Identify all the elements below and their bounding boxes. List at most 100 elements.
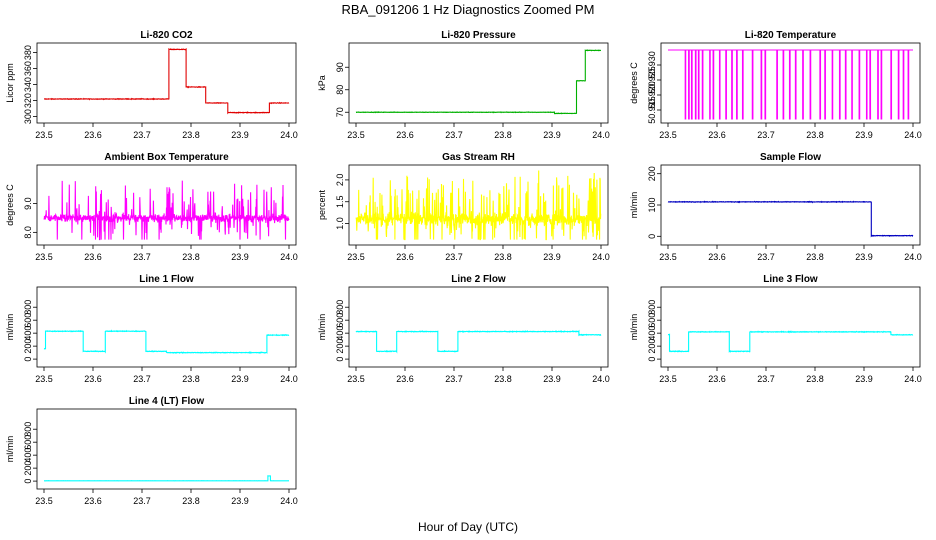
x-tick-label-line-2-flow: 23.8 (494, 374, 512, 384)
x-tick-label-line-3-flow: 23.7 (757, 374, 775, 384)
x-tick-label-gas-stream-rh: 23.9 (543, 252, 561, 262)
panel-title-line-2-flow: Line 2 Flow (451, 274, 506, 285)
y-tick-label-line-4-lt-flow: 600 (23, 435, 33, 450)
x-tick-label-line-3-flow: 23.9 (855, 374, 873, 384)
x-tick-label-ambient-box-temperature: 23.9 (231, 252, 249, 262)
x-tick-label-sample-flow: 23.7 (757, 252, 775, 262)
x-tick-label-li-820-co2: 23.7 (133, 130, 151, 140)
y-tick-label-li-820-co2: 300 (23, 109, 33, 124)
x-tick-label-line-3-flow: 24.0 (904, 374, 922, 384)
x-tick-label-li-820-temperature: 24.0 (904, 130, 922, 140)
x-tick-label-line-2-flow: 23.5 (347, 374, 365, 384)
series-line-li-820-co2 (44, 47, 290, 115)
panel-title-sample-flow: Sample Flow (760, 152, 821, 163)
panel-title-line-3-flow: Line 3 Flow (763, 274, 818, 285)
x-tick-label-line-2-flow: 23.7 (445, 374, 463, 384)
x-tick-label-line-1-flow: 23.6 (84, 374, 102, 384)
y-tick-label-line-4-lt-flow: 0 (23, 479, 33, 484)
x-tick-label-li-820-co2: 23.5 (35, 130, 53, 140)
x-tick-label-li-820-temperature: 23.6 (708, 130, 726, 140)
x-tick-label-line-4-lt-flow: 23.7 (133, 496, 151, 506)
plot-frame-gas-stream-rh (348, 164, 609, 246)
x-tick-label-ambient-box-temperature: 23.8 (182, 252, 200, 262)
y-axis-label-li-820-co2: Licor ppm (5, 63, 15, 103)
panel-line-2-flow: Line 2 Flow 23.5 23.6 23.7 23.8 23.9 24.0 0 2004… (317, 274, 610, 384)
x-tick-label-li-820-pressure: 23.6 (396, 130, 414, 140)
y-tick-label-li-820-co2: 340 (23, 77, 33, 92)
panel-title-li-820-pressure: Li-820 Pressure (441, 30, 516, 41)
x-tick-label-line-4-lt-flow: 23.5 (35, 496, 53, 506)
x-tick-label-li-820-co2: 23.8 (182, 130, 200, 140)
y-tick-label-li-820-temperature: 50.925 (647, 66, 657, 94)
y-tick-label-line-2-flow: 600 (335, 313, 345, 328)
x-tick-label-li-820-co2: 23.6 (84, 130, 102, 140)
panel-line-3-flow: Line 3 Flow 23.5 23.6 23.7 23.8 23.9 24.0 0 2004… (629, 274, 922, 384)
panel-sample-flow: Sample Flow 23.5 23.6 23.7 23.8 23.9 24.0 0 100 2… (629, 152, 922, 262)
x-tick-label-li-820-pressure: 23.9 (543, 130, 561, 140)
x-tick-label-li-820-temperature: 23.7 (757, 130, 775, 140)
x-tick-label-gas-stream-rh: 23.8 (494, 252, 512, 262)
y-axis-label-ambient-box-temperature: degrees C (5, 184, 15, 226)
x-tick-label-line-1-flow: 23.7 (133, 374, 151, 384)
panel-title-li-820-temperature: Li-820 Temperature (745, 30, 837, 41)
x-tick-label-line-1-flow: 24.0 (280, 374, 298, 384)
y-tick-label-line-4-lt-flow: 200 (23, 461, 33, 476)
x-tick-label-li-820-pressure: 23.8 (494, 130, 512, 140)
x-tick-label-sample-flow: 23.6 (708, 252, 726, 262)
plot-frame-li-820-co2 (36, 42, 297, 124)
panel-grid: Li-820 CO2 23.5 23.6 23.7 23.8 23.9 24.0 300320… (5, 30, 922, 506)
x-tick-label-ambient-box-temperature: 23.7 (133, 252, 151, 262)
y-tick-label-gas-stream-rh: 2.0 (335, 174, 345, 187)
y-axis-label-li-820-temperature: degrees C (629, 62, 639, 104)
x-tick-label-line-2-flow: 23.9 (543, 374, 561, 384)
y-axis-label-line-1-flow: ml/min (5, 314, 15, 341)
y-tick-label-line-1-flow: 600 (23, 313, 33, 328)
y-tick-label-line-1-flow: 400 (23, 326, 33, 341)
panel-title-li-820-co2: Li-820 CO2 (140, 30, 193, 41)
series-line-li-820-temperature (668, 49, 913, 120)
x-axis-title: Hour of Day (UTC) (418, 520, 518, 534)
y-tick-label-gas-stream-rh: 1.5 (335, 195, 345, 208)
x-tick-label-line-4-lt-flow: 23.9 (231, 496, 249, 506)
y-tick-label-line-2-flow: 200 (335, 339, 345, 354)
x-tick-label-li-820-pressure: 23.5 (347, 130, 365, 140)
x-tick-label-line-1-flow: 23.9 (231, 374, 249, 384)
panel-title-ambient-box-temperature: Ambient Box Temperature (104, 152, 229, 163)
y-axis-label-line-4-lt-flow: ml/min (5, 436, 15, 463)
x-tick-label-gas-stream-rh: 23.5 (347, 252, 365, 262)
x-tick-label-line-3-flow: 23.8 (806, 374, 824, 384)
y-tick-label-gas-stream-rh: 1.0 (335, 217, 345, 230)
x-tick-label-li-820-temperature: 23.9 (855, 130, 873, 140)
y-tick-label-line-4-lt-flow: 400 (23, 448, 33, 463)
y-tick-label-sample-flow: 200 (647, 166, 657, 181)
panel-title-line-4-lt-flow: Line 4 (LT) Flow (129, 396, 205, 407)
plot-frame-ambient-box-temperature (36, 164, 297, 246)
panel-li-820-temperature: Li-820 Temperature 23.5 23.6 23.7 23.8 23.9 24… (629, 30, 922, 140)
panel-title-line-1-flow: Line 1 Flow (139, 274, 194, 285)
y-tick-label-line-3-flow: 600 (647, 313, 657, 328)
plot-frame-line-2-flow (348, 286, 609, 368)
y-tick-label-line-1-flow: 0 (23, 357, 33, 362)
panel-li-820-co2: Li-820 CO2 23.5 23.6 23.7 23.8 23.9 24.0 300320… (5, 30, 298, 140)
x-tick-label-line-4-lt-flow: 24.0 (280, 496, 298, 506)
x-tick-label-line-1-flow: 23.8 (182, 374, 200, 384)
y-axis-label-gas-stream-rh: percent (317, 189, 327, 220)
y-tick-label-sample-flow: 0 (647, 234, 657, 239)
figure-title: RBA_091206 1 Hz Diagnostics Zoomed PM (342, 2, 595, 17)
y-tick-label-ambient-box-temperature: 9.0 (23, 197, 33, 210)
x-tick-label-line-4-lt-flow: 23.6 (84, 496, 102, 506)
y-axis-label-sample-flow: ml/min (629, 192, 639, 219)
panel-gas-stream-rh: Gas Stream RH 23.5 23.6 23.7 23.8 23.9 24.0 1.0… (317, 152, 610, 262)
x-tick-label-sample-flow: 23.9 (855, 252, 873, 262)
y-tick-label-line-1-flow: 200 (23, 339, 33, 354)
plot-frame-li-820-pressure (348, 42, 609, 124)
x-tick-label-li-820-temperature: 23.5 (659, 130, 677, 140)
y-tick-label-li-820-pressure: 80 (335, 85, 345, 95)
x-tick-label-line-3-flow: 23.5 (659, 374, 677, 384)
panel-line-1-flow: Line 1 Flow 23.5 23.6 23.7 23.8 23.9 24.0 0 2004… (5, 274, 298, 384)
y-tick-label-li-820-co2: 360 (23, 61, 33, 76)
series-line-li-820-pressure (355, 49, 601, 115)
series-line-line-4-lt-flow (44, 475, 289, 482)
x-tick-label-gas-stream-rh: 23.7 (445, 252, 463, 262)
y-tick-label-li-820-temperature: 50.930 (647, 51, 657, 79)
